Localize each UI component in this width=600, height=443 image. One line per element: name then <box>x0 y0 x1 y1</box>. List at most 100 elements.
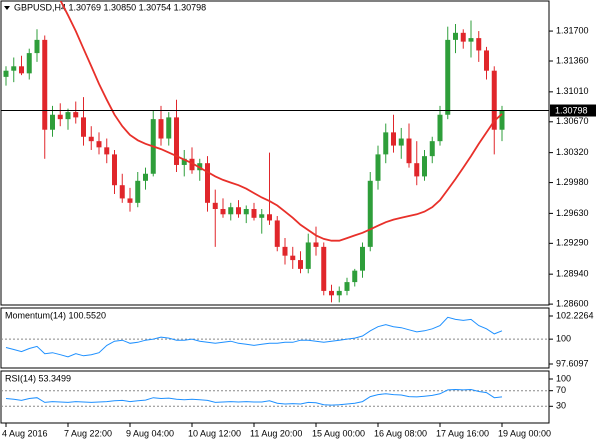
y-tick-label: 102.2264 <box>556 310 594 320</box>
x-tick-label: 9 Aug 04:00 <box>126 428 174 438</box>
momentum-panel <box>0 307 550 369</box>
candle-body <box>429 141 435 157</box>
candle-body <box>375 154 381 181</box>
candle-body <box>259 214 265 218</box>
candle-body <box>329 290 334 296</box>
rsi-panel <box>0 370 550 424</box>
y-tick-label: 1.29630 <box>556 208 589 218</box>
candle-body <box>236 207 241 215</box>
y-tick-label: 100 <box>556 373 571 383</box>
candle-body <box>11 66 17 71</box>
candle-body <box>321 246 327 291</box>
candle-body <box>422 156 427 177</box>
candle-body <box>228 207 234 215</box>
candle-body <box>336 290 342 296</box>
candle-body <box>243 208 249 215</box>
candle-body <box>65 112 71 120</box>
plot-area <box>3 1 505 303</box>
momentum-title: Momentum(14) 100.5520 <box>5 310 106 320</box>
candle-body <box>135 180 141 203</box>
y-tick-label: 1.29980 <box>556 177 589 187</box>
candle-body <box>251 208 257 218</box>
moving-average <box>59 1 503 242</box>
candle-body <box>96 141 102 148</box>
y-tick-label: 1.31360 <box>556 55 589 65</box>
candle-body <box>383 132 389 155</box>
candle-body <box>460 32 466 42</box>
candle-body <box>127 198 133 203</box>
menu-arrow <box>4 6 10 10</box>
y-tick-label: 1.28940 <box>556 269 589 279</box>
last-price-box <box>550 104 596 117</box>
y-tick-label: 100 <box>556 334 571 344</box>
y-tick-label: 30 <box>556 401 566 411</box>
candle-body <box>19 66 24 74</box>
candle-body <box>81 117 86 137</box>
candle-body <box>3 70 9 77</box>
rsi-title: RSI(14) 53.3499 <box>5 373 71 383</box>
candle-body <box>267 214 272 221</box>
candle-body <box>352 270 358 283</box>
y-tick-label: 97.6097 <box>556 358 589 368</box>
x-tick-label: 19 Aug 00:00 <box>498 428 551 438</box>
candle-body <box>290 255 296 261</box>
candle-body <box>298 260 303 269</box>
candle-body <box>274 220 280 247</box>
candle-body <box>391 132 396 146</box>
x-tick-label: 15 Aug 00:00 <box>312 428 365 438</box>
candle-body <box>189 158 195 171</box>
x-tick-label: 17 Aug 16:00 <box>436 428 489 438</box>
candle-body <box>104 147 110 155</box>
candle-body <box>42 39 48 130</box>
candle-body <box>112 154 117 186</box>
candle-body <box>174 117 179 165</box>
candle-body <box>220 208 226 215</box>
candle-body <box>484 50 489 71</box>
candle-body <box>445 39 451 115</box>
x-tick-label: 16 Aug 08:00 <box>374 428 427 438</box>
candle-body <box>468 38 474 42</box>
candle-body <box>166 117 172 139</box>
y-tick-label: 1.29290 <box>556 238 589 248</box>
candle-body <box>119 185 125 199</box>
candle-body <box>491 70 497 130</box>
candle-body <box>406 138 412 164</box>
candle-body <box>282 246 288 256</box>
x-tick-label: 10 Aug 12:00 <box>188 428 241 438</box>
candle-body <box>305 242 311 269</box>
x-tick-label: 7 Aug 22:00 <box>64 428 112 438</box>
candle-body <box>344 282 350 291</box>
y-tick-label: 1.30670 <box>556 116 589 126</box>
indicator-line <box>5 316 503 358</box>
candle-body <box>414 163 420 177</box>
candle-body <box>73 112 79 118</box>
candle-body <box>34 39 40 54</box>
candle-body <box>367 180 373 247</box>
candle-body <box>181 158 187 165</box>
chart-title: GBPUSD,H4 1.30769 1.30850 1.30754 1.3079… <box>14 2 206 12</box>
candle-body <box>313 242 319 247</box>
x-tick-label: 11 Aug 20:00 <box>250 428 302 438</box>
y-tick-label: 1.31700 <box>556 25 589 35</box>
candle-body <box>437 114 443 142</box>
candle-body <box>453 32 458 40</box>
candle-body <box>476 38 482 51</box>
candle-body <box>158 119 164 139</box>
candle-body <box>212 202 218 209</box>
y-tick-label: 1.30320 <box>556 147 589 157</box>
candle-body <box>398 138 404 146</box>
candle-body <box>360 246 365 271</box>
y-tick-label: 1.28600 <box>556 298 589 308</box>
candle-body <box>205 163 210 203</box>
x-tick-label: 4 Aug 2016 <box>2 428 48 438</box>
candle-body <box>50 114 55 130</box>
y-tick-label: 70 <box>556 385 566 395</box>
y-tick-label: 1.31010 <box>556 86 589 96</box>
candle-body <box>143 173 148 181</box>
last-price-label: 1.30798 <box>555 105 588 115</box>
candle-body <box>26 53 32 74</box>
candle-body <box>57 114 63 120</box>
indicator-line <box>5 388 503 406</box>
candle-body <box>499 110 505 130</box>
